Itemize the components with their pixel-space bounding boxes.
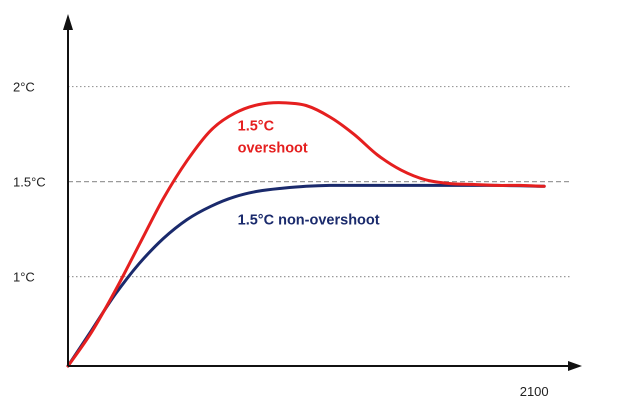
x-tick-labels: 2100 (520, 384, 549, 399)
overshoot-series-line (66, 101, 546, 368)
series-lines (66, 101, 546, 368)
y-axis-arrowhead (63, 14, 73, 30)
overshoot-series-label: overshoot (238, 140, 308, 156)
y-tick-labels: 1°C 1.5°C 2°C (13, 80, 46, 285)
x-tick-label: 2100 (520, 384, 549, 399)
y-tick-label: 1°C (13, 270, 35, 285)
reference-lines (68, 85, 572, 278)
y-tick-label: 1.5°C (13, 175, 46, 190)
non-overshoot-series-label: 1.5°C non-overshoot (238, 212, 380, 228)
y-tick-label: 2°C (13, 80, 35, 95)
series-labels: 1.5°C overshoot 1.5°C non-overshoot (238, 118, 380, 228)
overshoot-series-label: 1.5°C (238, 118, 275, 134)
axes (63, 14, 582, 371)
x-axis-arrowhead (568, 361, 582, 371)
